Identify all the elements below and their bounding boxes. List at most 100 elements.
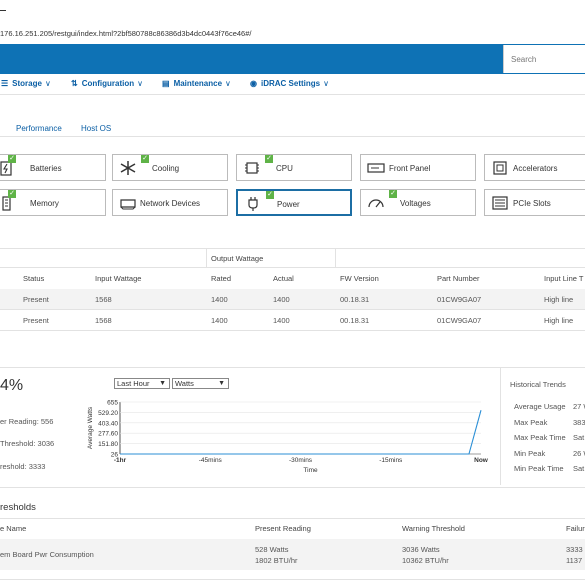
table-divider: [0, 248, 585, 249]
trend-value: Sat: [573, 433, 585, 442]
url-text[interactable]: 176.16.251.205/restgui/index.html?2bf580…: [0, 29, 252, 38]
card-memory-label: Memory: [30, 199, 59, 208]
status-ok-icon: ✓: [8, 155, 16, 163]
cell-fw-version: 00.18.31: [340, 295, 370, 304]
power-usage-chart: 655 529.20 403.40 277.60 151.80 26-1hr -45mins…: [87, 400, 489, 475]
card-cooling[interactable]: ✓ Cooling: [112, 154, 228, 181]
col-status: Status: [23, 274, 45, 283]
card-power-label: Power: [277, 200, 300, 209]
col-probe-name: e Name: [0, 524, 27, 533]
status-ok-icon: ✓: [8, 190, 16, 198]
card-batteries[interactable]: ✓ Batteries: [0, 154, 106, 181]
trend-label: Max Peak: [514, 417, 548, 427]
card-accelerators[interactable]: Accelerators: [484, 154, 585, 181]
card-front-panel[interactable]: Front Panel: [360, 154, 476, 181]
card-front-panel-label: Front Panel: [389, 164, 431, 173]
table-divider: [0, 309, 585, 310]
tab-divider: [0, 136, 585, 137]
cell-input-wattage: 1568: [95, 316, 112, 325]
table-divider: [335, 249, 336, 267]
chevron-down-icon: ▼: [218, 380, 225, 387]
x-tick-label: -15mins: [379, 457, 403, 464]
cell-status: Present: [23, 295, 49, 304]
tab-performance[interactable]: Performance: [16, 124, 62, 133]
y-tick-label: 151.80: [98, 441, 118, 448]
cell-actual: 1400: [273, 295, 290, 304]
table-divider: [0, 330, 585, 331]
table-row[interactable]: [0, 289, 585, 309]
configuration-icon: ⇅: [71, 79, 78, 88]
cell-warning-watts: 3036 Watts: [402, 545, 440, 554]
range-select-value: Last Hour: [117, 379, 150, 388]
x-axis-label: Time: [303, 467, 318, 474]
cell-status: Present: [23, 316, 49, 325]
unit-select[interactable]: Watts ▼: [172, 378, 229, 389]
nav-configuration-label: Configuration: [81, 79, 135, 88]
table-divider: [0, 518, 585, 519]
main-nav: ☰ Storage ∨ ⇅ Configuration ∨ ▤ Maintenance ∨ …: [0, 74, 585, 95]
tab-host-os[interactable]: Host OS: [81, 124, 112, 133]
y-axis-label: Average Watts: [87, 406, 94, 449]
y-tick-label: 529.20: [98, 410, 118, 417]
trend-value: 27 W: [573, 402, 585, 411]
nav-configuration[interactable]: ⇅ Configuration ∨: [71, 79, 143, 88]
card-accelerators-label: Accelerators: [513, 164, 558, 173]
panel-divider: [500, 367, 501, 485]
maintenance-icon: ▤: [162, 79, 170, 88]
col-input-wattage: Input Wattage: [95, 274, 142, 283]
card-voltages-label: Voltages: [400, 199, 431, 208]
panel-divider: [0, 367, 585, 368]
gauge-icon: [368, 199, 384, 208]
col-actual: Actual: [273, 274, 294, 283]
x-tick-label: Now: [474, 457, 489, 464]
status-ok-icon: ✓: [141, 155, 149, 163]
trend-label: Min Peak: [514, 448, 546, 458]
present-reading-text: er Reading: 556: [0, 417, 54, 426]
trend-value: 383: [573, 417, 585, 427]
cell-actual: 1400: [273, 316, 290, 325]
cell-present-watts: 528 Watts: [255, 545, 289, 554]
network-device-icon: [120, 199, 136, 210]
card-memory[interactable]: ✓ Memory: [0, 189, 106, 216]
battery-icon: [0, 161, 12, 176]
card-power[interactable]: ✓ Power: [236, 189, 352, 216]
browser-tab-strip: [0, 0, 585, 23]
table-divider: [0, 267, 585, 268]
nav-storage-label: Storage: [12, 79, 42, 88]
table-row[interactable]: [0, 539, 585, 570]
chevron-down-icon: ∨: [323, 79, 329, 88]
col-fw-version: FW Version: [340, 274, 379, 283]
pcie-icon: [492, 196, 508, 210]
search-placeholder: Search: [511, 55, 537, 64]
card-cpu[interactable]: ✓ CPU: [236, 154, 352, 181]
cpu-icon: [245, 162, 259, 174]
y-tick-label: 26: [111, 452, 119, 459]
trend-label: Max Peak Time: [514, 433, 566, 442]
cell-present-btu: 1802 BTU/hr: [255, 556, 298, 565]
search-input[interactable]: Search: [503, 45, 585, 73]
table-divider: [0, 579, 585, 580]
card-voltages[interactable]: ✓ Voltages: [360, 189, 476, 216]
power-plug-icon: [248, 197, 258, 211]
card-cooling-label: Cooling: [152, 164, 180, 173]
cell-input-wattage: 1568: [95, 295, 112, 304]
address-bar[interactable]: 176.16.251.205/restgui/index.html?2bf580…: [0, 22, 585, 45]
x-tick-label: -45mins: [199, 457, 223, 464]
nav-maintenance-label: Maintenance: [173, 79, 223, 88]
failure-threshold-text: reshold: 3333: [0, 462, 46, 471]
nav-maintenance[interactable]: ▤ Maintenance ∨: [162, 79, 231, 88]
card-pcie-slots[interactable]: PCIe Slots: [484, 189, 585, 216]
nav-idrac-settings[interactable]: ◉ iDRAC Settings ∨: [250, 79, 329, 88]
cell-rated: 1400: [211, 316, 228, 325]
chevron-down-icon: ∨: [225, 79, 231, 88]
historical-trends-title: Historical Trends: [510, 380, 566, 389]
card-network-devices[interactable]: Network Devices: [112, 189, 228, 216]
series-line: [120, 410, 482, 455]
col-part-number: Part Number: [437, 274, 480, 283]
tab-mark: [0, 10, 6, 11]
nav-idrac-settings-label: iDRAC Settings: [260, 79, 321, 88]
trend-value: 26 W: [573, 448, 585, 458]
range-select[interactable]: Last Hour ▼: [114, 378, 170, 389]
nav-storage[interactable]: ☰ Storage ∨: [1, 79, 51, 88]
col-failure-threshold: Failur: [566, 524, 585, 533]
